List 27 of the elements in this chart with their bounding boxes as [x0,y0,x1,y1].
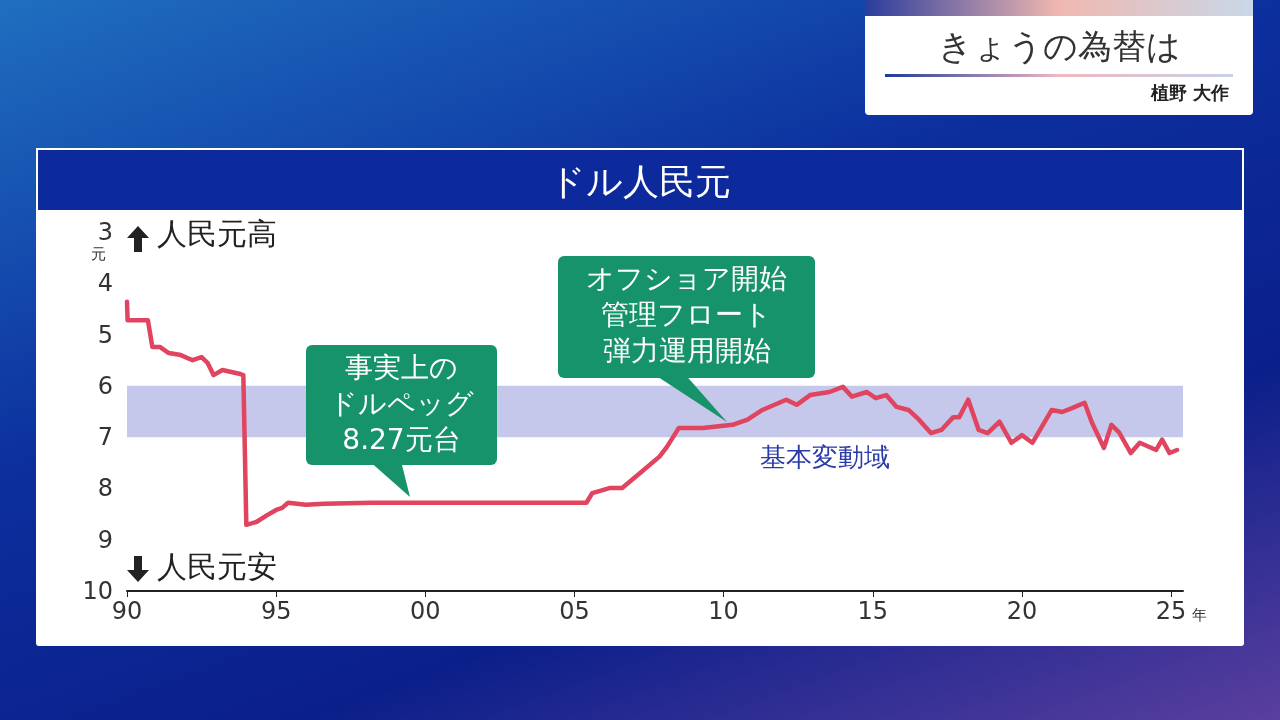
annotation: 人民元高 [157,215,277,251]
line-series [124,299,1180,528]
y-tick-label: 4 [97,269,113,298]
chart-title: ドル人民元 [36,148,1244,212]
text: 植野 大作 [1149,81,1229,105]
y-tick-label: 8 [97,474,113,503]
y-axis-title: 元 [91,245,106,262]
y-tick-label: 7 [97,423,113,452]
y-tick-label: 5 [97,320,113,349]
x-tick-label: 95 [260,597,292,625]
x-tick-label: 10 [708,597,739,625]
text: きょうの為替は [936,25,1182,68]
annotation: オフショア開始管理フロート弾力運用開始 [585,261,788,369]
x-tick-label: 15 [857,597,889,625]
annotation: 人民元安 [157,548,277,584]
annotation: 事実上のドルペッグ8.27元台 [328,350,475,458]
x-tick-label: 20 [1006,597,1038,625]
y-tick-label: 10 [82,577,113,605]
x-tick-label: 90 [111,597,143,625]
y-tick-label: 3 [97,218,113,246]
y-tick-label: 6 [97,371,113,400]
x-tick-label: 25 [1155,597,1187,625]
x-axis-title: 年 [1192,605,1208,624]
x-tick-label: 00 [410,597,441,625]
y-tick-label: 9 [97,525,113,554]
x-tick-label: 05 [559,597,590,625]
band-label: 基本変動域 [760,442,890,473]
